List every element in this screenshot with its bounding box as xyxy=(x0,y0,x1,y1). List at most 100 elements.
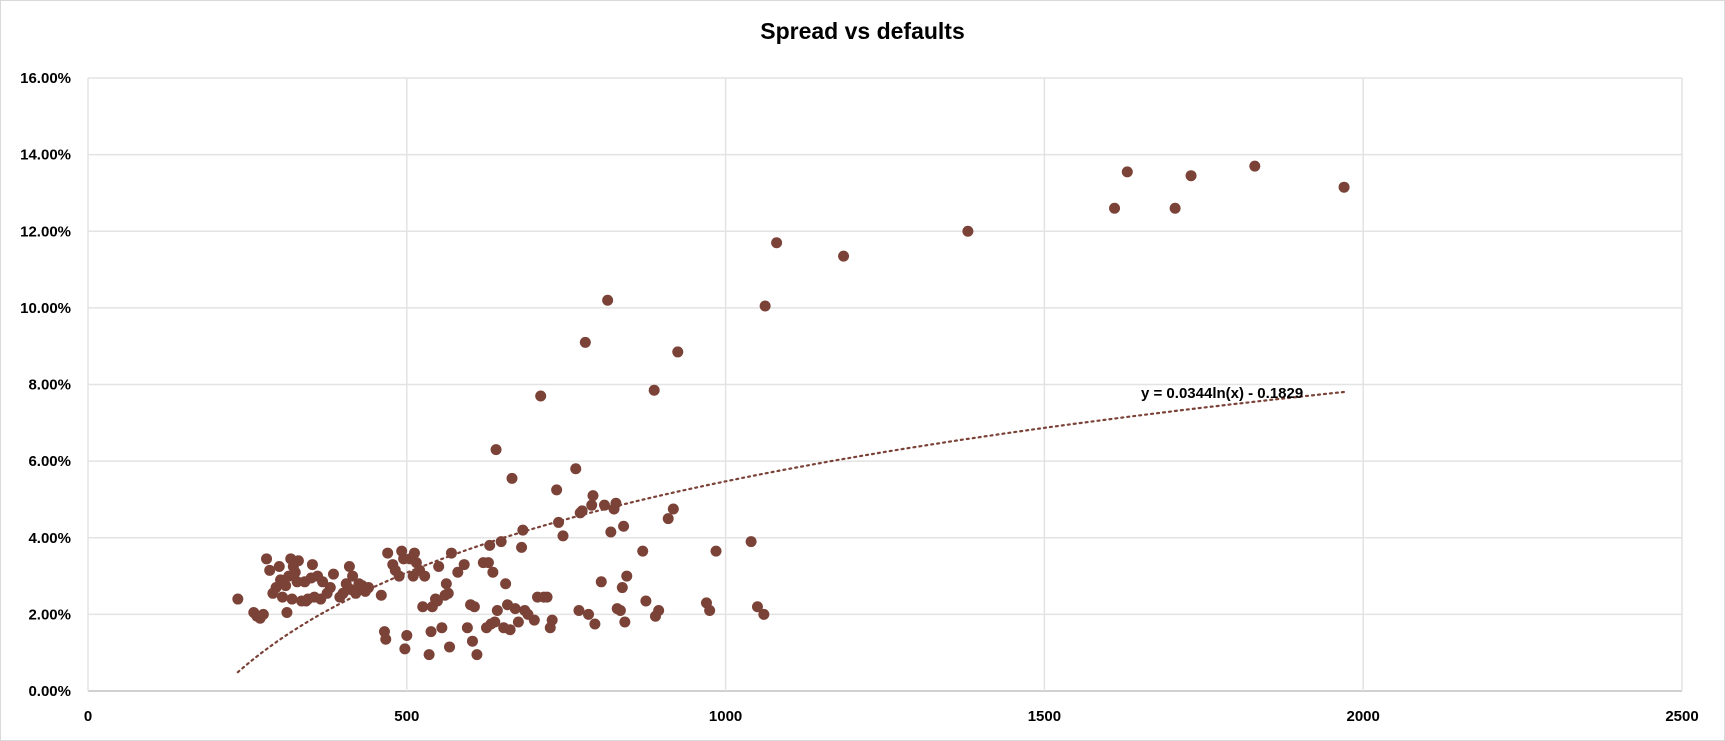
data-point xyxy=(583,608,595,620)
data-point xyxy=(440,578,452,590)
data-point xyxy=(1109,202,1121,214)
data-point xyxy=(444,641,456,653)
data-point xyxy=(327,568,339,580)
y-tick-label: 12.00% xyxy=(20,223,71,240)
data-point xyxy=(401,629,413,641)
data-point xyxy=(528,614,540,626)
data-point xyxy=(576,505,588,517)
data-point xyxy=(425,626,437,638)
data-point xyxy=(759,300,771,312)
data-point xyxy=(589,618,601,630)
data-point xyxy=(466,635,478,647)
data-point xyxy=(579,336,591,348)
data-point xyxy=(423,649,435,661)
data-point xyxy=(491,605,503,617)
y-tick-label: 8.00% xyxy=(28,377,71,394)
data-point xyxy=(399,643,411,655)
x-tick-label: 0 xyxy=(84,708,92,725)
y-tick-label: 14.00% xyxy=(20,147,71,164)
data-point xyxy=(619,616,631,628)
trendline-equation: y = 0.0344ln(x) - 0.1829 xyxy=(1141,385,1303,402)
chart-title: Spread vs defaults xyxy=(760,18,965,44)
data-point xyxy=(363,582,375,594)
data-point xyxy=(484,539,496,551)
data-point xyxy=(745,536,757,548)
data-point xyxy=(482,557,494,569)
y-tick-label: 0.00% xyxy=(28,683,71,700)
data-point xyxy=(433,560,445,572)
data-point xyxy=(551,484,563,496)
y-tick-label: 16.00% xyxy=(20,70,71,87)
data-point xyxy=(1249,160,1261,172)
data-point xyxy=(317,576,329,588)
data-point xyxy=(257,608,269,620)
trendline xyxy=(236,390,1346,674)
data-point xyxy=(442,587,454,599)
data-point xyxy=(557,530,569,542)
data-point xyxy=(489,616,501,628)
data-point xyxy=(375,589,387,601)
data-point xyxy=(704,605,716,617)
data-point xyxy=(512,616,524,628)
data-points xyxy=(232,160,1350,661)
data-point xyxy=(1169,202,1181,214)
data-point xyxy=(595,576,607,588)
data-point xyxy=(291,576,303,588)
data-point xyxy=(509,603,521,615)
data-point xyxy=(436,622,448,634)
gridlines xyxy=(87,77,1683,692)
data-point xyxy=(516,541,528,553)
data-point xyxy=(962,225,974,237)
data-point xyxy=(771,237,783,249)
data-point xyxy=(445,547,457,559)
data-point xyxy=(553,516,565,528)
data-point xyxy=(419,570,431,582)
data-point xyxy=(380,633,392,645)
data-point xyxy=(324,582,336,594)
data-point xyxy=(672,346,684,358)
y-axis-ticks: 0.00% 2.00% 4.00% 6.00% 8.00% 10.00% 12.00% 14.… xyxy=(20,70,71,700)
data-point xyxy=(461,622,473,634)
data-point xyxy=(431,595,443,607)
data-point xyxy=(264,564,276,576)
data-point xyxy=(408,547,420,559)
data-point xyxy=(495,536,507,548)
data-point xyxy=(490,444,502,456)
data-point xyxy=(1338,181,1350,193)
x-tick-label: 500 xyxy=(394,708,419,725)
y-tick-label: 10.00% xyxy=(20,300,71,317)
data-point xyxy=(306,559,318,571)
data-point xyxy=(286,593,298,605)
x-tick-label: 2500 xyxy=(1665,708,1698,725)
data-point xyxy=(535,390,547,402)
data-point xyxy=(586,499,598,511)
x-tick-label: 2000 xyxy=(1347,708,1380,725)
y-tick-label: 6.00% xyxy=(28,453,71,470)
data-point xyxy=(541,591,553,603)
y-tick-label: 4.00% xyxy=(28,530,71,547)
data-point xyxy=(276,591,288,603)
data-point xyxy=(758,608,770,620)
data-point xyxy=(232,593,244,605)
data-point xyxy=(273,560,285,572)
data-point xyxy=(280,580,292,592)
data-point xyxy=(570,463,582,475)
data-point xyxy=(602,294,614,306)
data-point xyxy=(487,566,499,578)
data-point xyxy=(281,606,293,618)
x-axis-ticks: 0 500 1000 1500 2000 2500 xyxy=(84,708,1699,725)
data-point xyxy=(350,587,362,599)
data-point xyxy=(471,649,483,661)
data-point xyxy=(710,545,722,557)
data-point xyxy=(261,553,273,565)
data-point xyxy=(616,582,628,594)
data-point xyxy=(517,524,529,536)
data-point xyxy=(382,547,394,559)
data-point xyxy=(417,601,429,613)
data-point xyxy=(347,570,359,582)
data-point xyxy=(546,614,558,626)
data-point xyxy=(614,605,626,617)
data-point xyxy=(640,595,652,607)
data-point xyxy=(573,605,585,617)
